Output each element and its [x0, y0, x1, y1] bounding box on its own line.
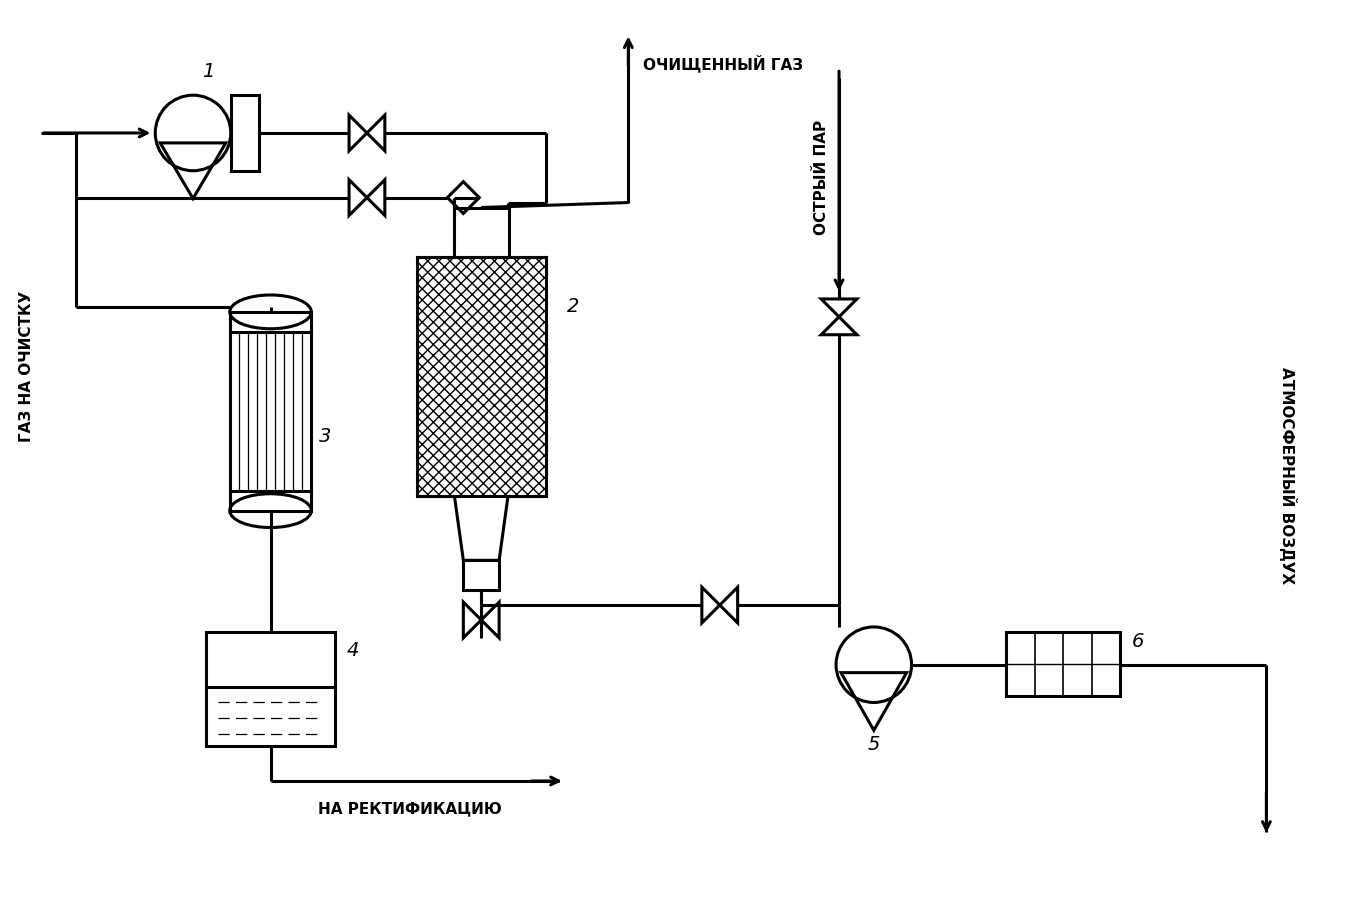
Text: 4: 4 — [346, 641, 360, 660]
Bar — [230, 95, 259, 170]
Text: 5: 5 — [868, 735, 880, 754]
Text: ОСТРЫЙ ПАР: ОСТРЫЙ ПАР — [814, 120, 829, 236]
Text: ГАЗ НА ОЧИСТКУ: ГАЗ НА ОЧИСТКУ — [19, 291, 34, 442]
Text: АТМОСФЕРНЫЙ ВОЗДУХ: АТМОСФЕРНЫЙ ВОЗДУХ — [1280, 367, 1298, 584]
Text: 1: 1 — [202, 62, 214, 81]
Bar — [454, 207, 508, 257]
Bar — [230, 312, 311, 511]
Text: 2: 2 — [567, 297, 579, 316]
Bar — [463, 560, 499, 590]
Bar — [417, 257, 545, 496]
Text: 3: 3 — [319, 427, 331, 446]
Text: ОЧИЩЕННЫЙ ГАЗ: ОЧИЩЕННЫЙ ГАЗ — [643, 54, 803, 72]
Bar — [417, 257, 545, 496]
Text: НА РЕКТИФИКАЦИЮ: НА РЕКТИФИКАЦИЮ — [318, 801, 502, 816]
Bar — [1006, 631, 1120, 697]
Text: 6: 6 — [1133, 632, 1145, 651]
Bar — [206, 631, 335, 747]
